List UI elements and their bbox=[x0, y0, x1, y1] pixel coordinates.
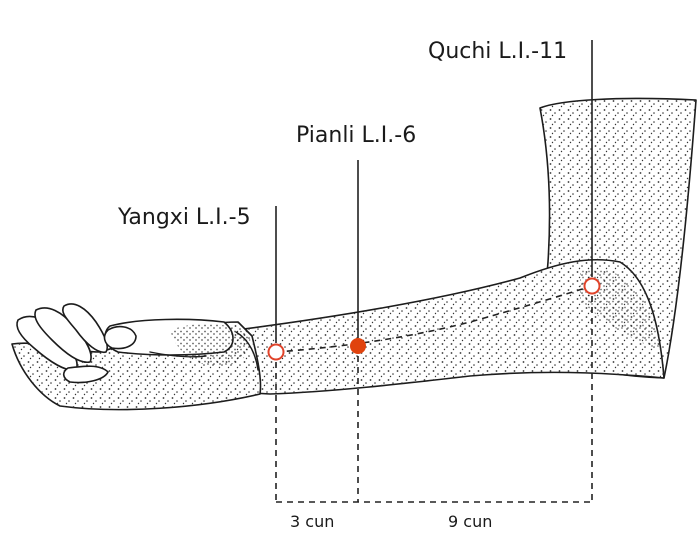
label-yangxi: Yangxi L.I.-5 bbox=[117, 205, 251, 230]
point-marker-quchi bbox=[583, 277, 601, 295]
measure-label-9-cun: 9 cun bbox=[448, 512, 492, 531]
elbow-shading bbox=[580, 268, 660, 350]
arm-illustration bbox=[11, 97, 697, 411]
label-quchi: Quchi L.I.-11 bbox=[428, 39, 567, 64]
meridian-line bbox=[275, 285, 593, 353]
point-marker-yangxi bbox=[267, 343, 285, 361]
finger-ring bbox=[61, 303, 109, 354]
measure-label-3-cun: 3 cun bbox=[290, 512, 334, 531]
point-marker-pianli bbox=[350, 338, 366, 354]
thenar-shading bbox=[170, 323, 251, 367]
thumb-nail bbox=[103, 325, 137, 350]
finger-little bbox=[62, 365, 109, 384]
thumb-crease bbox=[149, 351, 207, 358]
label-pianli: Pianli L.I.-6 bbox=[296, 123, 416, 148]
wrist-crease bbox=[235, 331, 259, 371]
finger-middle bbox=[34, 307, 92, 364]
